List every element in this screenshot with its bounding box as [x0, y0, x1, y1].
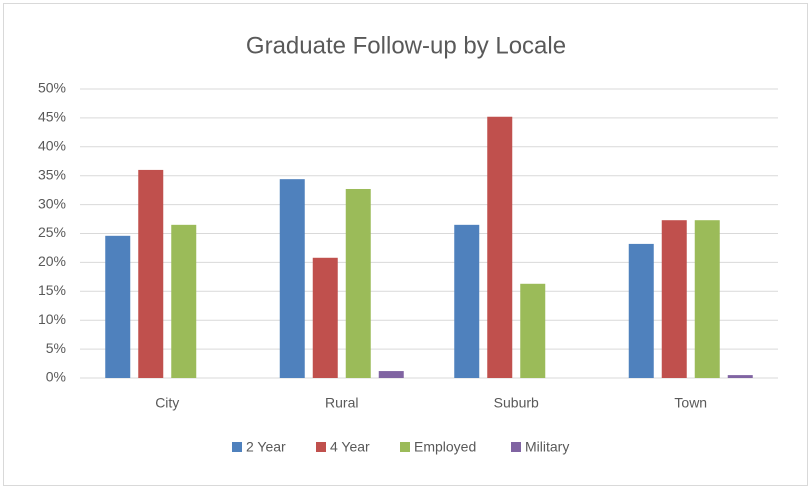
legend-label: 4 Year: [330, 439, 370, 455]
y-tick-label: 15%: [38, 282, 66, 298]
chart-title: Graduate Follow-up by Locale: [246, 32, 566, 59]
y-tick-label: 10%: [38, 311, 66, 327]
bar: [138, 169, 164, 378]
bar: [628, 243, 654, 378]
legend-swatch: [316, 442, 326, 452]
bar: [345, 188, 371, 378]
y-tick-label: 20%: [38, 253, 66, 269]
bar: [378, 371, 404, 378]
y-tick-label: 50%: [38, 80, 66, 96]
bar: [454, 224, 480, 378]
y-tick-label: 35%: [38, 166, 66, 182]
y-tick-label: 40%: [38, 138, 66, 154]
legend-label: 2 Year: [246, 439, 286, 455]
bar: [171, 224, 197, 378]
bar: [312, 257, 338, 378]
x-tick-label: Rural: [325, 395, 358, 411]
bar: [727, 375, 753, 378]
bar: [520, 283, 546, 378]
legend-swatch: [400, 442, 410, 452]
x-tick-label: City: [155, 395, 179, 411]
bar: [487, 116, 513, 378]
legend-swatch: [511, 442, 521, 452]
legend-swatch: [232, 442, 242, 452]
legend-label: Employed: [414, 439, 476, 455]
bar: [105, 235, 131, 378]
y-tick-label: 45%: [38, 109, 66, 125]
x-tick-label: Suburb: [494, 395, 539, 411]
bar: [694, 220, 720, 378]
bar: [279, 179, 305, 378]
x-tick-label: Town: [674, 395, 707, 411]
y-tick-label: 30%: [38, 195, 66, 211]
y-tick-label: 5%: [46, 340, 66, 356]
y-tick-label: 25%: [38, 224, 66, 240]
legend-label: Military: [525, 439, 569, 455]
bar: [661, 220, 687, 378]
y-tick-label: 0%: [46, 369, 66, 385]
